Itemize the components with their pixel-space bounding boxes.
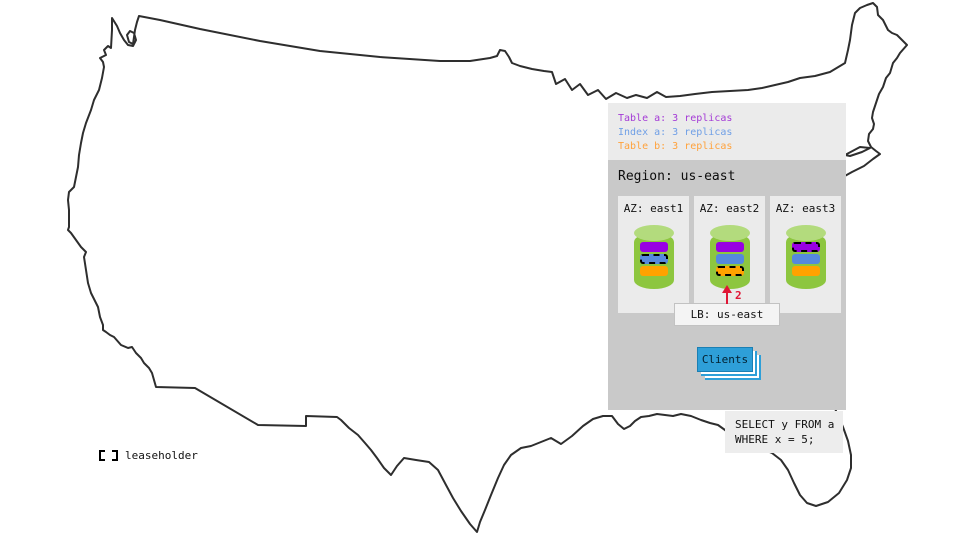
sql-line-2: WHERE x = 5; xyxy=(735,433,815,446)
leaseholder-swatch-icon xyxy=(99,450,118,461)
az-box-east1: AZ: east1 xyxy=(618,196,689,313)
leaseholder-key: leaseholder xyxy=(99,449,198,462)
replica-bar-table-b xyxy=(715,266,744,276)
database-cylinder xyxy=(785,225,826,289)
load-balancer-box: LB: us-east xyxy=(674,303,780,326)
cylinder-top xyxy=(633,225,674,241)
sql-line-1: SELECT y FROM a xyxy=(735,418,835,431)
replica-bars xyxy=(786,242,826,276)
az-label: AZ: east2 xyxy=(699,202,760,215)
replica-bar-index-a xyxy=(715,254,744,264)
hop-count-label: 2 xyxy=(735,289,742,302)
replica-bar-table-a xyxy=(639,242,668,252)
replica-bar-table-b xyxy=(791,266,820,276)
request-arrow-icon xyxy=(722,285,732,293)
region-title: Region: us-east xyxy=(618,169,736,184)
replica-bar-table-a xyxy=(791,242,820,252)
region-panel: Region: us-east AZ: east1 AZ: east2 xyxy=(608,160,846,410)
legend-entry-table-a: Table a: 3 replicas xyxy=(618,113,733,124)
replica-bars xyxy=(634,242,674,276)
az-label: AZ: east1 xyxy=(623,202,684,215)
leaseholder-key-label: leaseholder xyxy=(125,449,198,462)
sql-query-box: SELECT y FROM a WHERE x = 5; xyxy=(725,411,843,453)
long-island-path xyxy=(844,146,871,157)
replica-bar-index-a xyxy=(791,254,820,264)
replica-legend-panel: Table a: 3 replicas Index a: 3 replicas … xyxy=(608,103,846,160)
az-box-east3: AZ: east3 xyxy=(770,196,841,313)
az-label: AZ: east3 xyxy=(775,202,836,215)
replica-bar-table-b xyxy=(639,266,668,276)
az-box-east2: AZ: east2 xyxy=(694,196,765,313)
replica-bar-index-a xyxy=(639,254,668,264)
clients-box: Clients xyxy=(697,347,753,372)
legend-entry-table-b: Table b: 3 replicas xyxy=(618,141,733,152)
legend-entry-index-a: Index a: 3 replicas xyxy=(618,127,733,138)
az-row: AZ: east1 AZ: east2 xyxy=(618,196,841,313)
replica-bar-table-a xyxy=(715,242,744,252)
us-border-path xyxy=(67,2,908,533)
cylinder-top xyxy=(709,225,750,241)
database-cylinder xyxy=(709,225,750,289)
cylinder-top xyxy=(785,225,826,241)
replica-bars xyxy=(710,242,750,276)
database-cylinder xyxy=(633,225,674,289)
request-arrow-line xyxy=(726,291,728,304)
